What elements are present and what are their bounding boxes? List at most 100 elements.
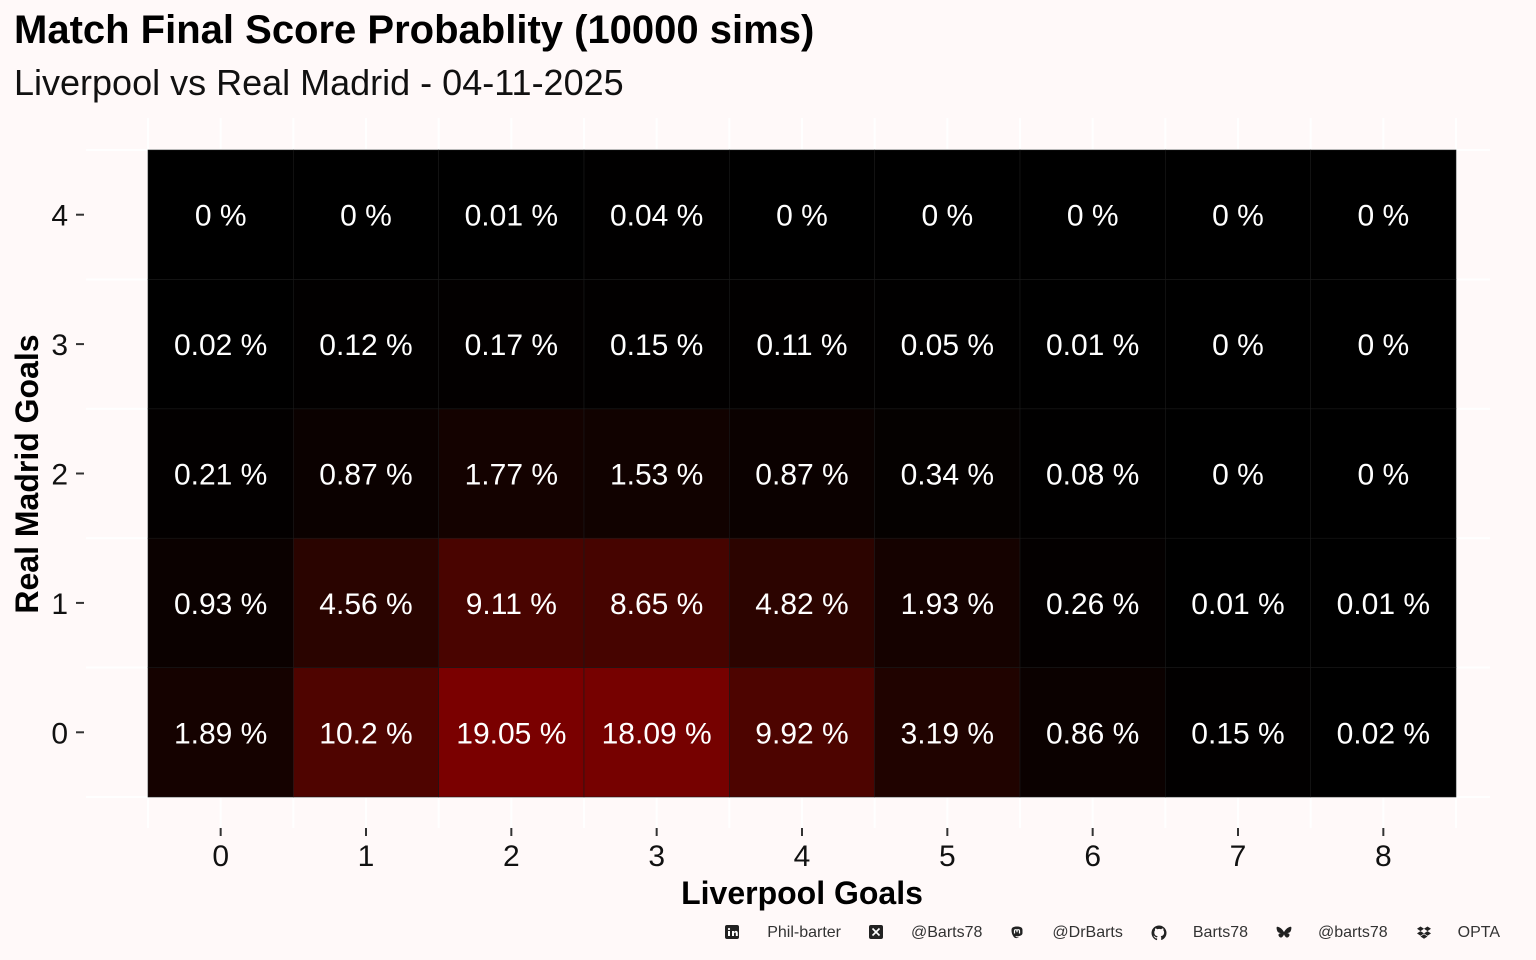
cell-label: 0.02 %: [174, 329, 267, 362]
cell-label: 0 %: [921, 200, 973, 233]
cell-label: 0 %: [1212, 329, 1264, 362]
heatmap-cells: [147, 149, 1457, 798]
cell-label: 0.15 %: [610, 329, 703, 362]
mastodon-icon: [1010, 925, 1026, 941]
cell-label: 0.87 %: [755, 459, 848, 492]
cell-label: 0.01 %: [465, 200, 558, 233]
cell-label: 0.04 %: [610, 200, 703, 233]
cell-label: 18.09 %: [602, 717, 712, 750]
cell-label: 0.12 %: [319, 329, 412, 362]
cell-label: 4.82 %: [755, 588, 848, 621]
heatmap-cell: [438, 408, 585, 539]
heatmap-cell: [729, 149, 875, 280]
heatmap-cell: [1019, 149, 1166, 280]
cell-label: 0.93 %: [174, 588, 267, 621]
cell-label: 0 %: [1357, 200, 1409, 233]
heatmap-cell: [147, 537, 294, 668]
x-twitter-icon: [869, 925, 885, 941]
y-tick-label: 4: [51, 200, 68, 233]
heatmap-cell: [1165, 667, 1311, 798]
cell-label: 8.65 %: [610, 588, 703, 621]
cell-label: 0.17 %: [465, 329, 558, 362]
x-tick-label: 0: [212, 840, 229, 873]
x-tick-label: 7: [1230, 840, 1247, 873]
heatmap-cell: [1019, 537, 1166, 668]
x-axis-title: Liverpool Goals: [681, 875, 923, 911]
footer-item[interactable]: @DrBarts: [1010, 924, 1150, 942]
heatmap-cell: [1310, 667, 1457, 798]
cell-label: 0 %: [1067, 200, 1119, 233]
x-tick-label: 4: [794, 840, 811, 873]
footer-item[interactable]: Barts78: [1151, 924, 1276, 942]
heatmap-cell: [583, 667, 730, 798]
cell-label: 0.01 %: [1046, 329, 1139, 362]
cell-label: 0.21 %: [174, 459, 267, 492]
y-axis-title: Real Madrid Goals: [9, 334, 45, 613]
heatmap-cell: [147, 149, 294, 280]
cell-label: 0 %: [776, 200, 828, 233]
heatmap-cell: [438, 667, 585, 798]
x-tick-label: 1: [358, 840, 375, 873]
cell-label: 9.11 %: [466, 588, 557, 621]
heatmap-cell: [438, 537, 585, 668]
cell-label: 0.08 %: [1046, 459, 1139, 492]
heatmap-cell: [1165, 279, 1311, 410]
cell-label: 0 %: [1357, 459, 1409, 492]
cell-label: 10.2 %: [319, 717, 412, 750]
cell-label: 0.86 %: [1046, 717, 1139, 750]
cell-label: 0 %: [1212, 459, 1264, 492]
footer-credits: Phil-barter @Barts78 @DrBarts Barts78 @b…: [725, 924, 1500, 942]
footer-item[interactable]: @barts78: [1276, 924, 1416, 942]
heatmap-cell: [874, 279, 1021, 410]
cell-label: 0.15 %: [1191, 717, 1284, 750]
heatmap-cell: [583, 149, 730, 280]
y-tick-label: 1: [51, 588, 68, 621]
footer-item[interactable]: OPTA: [1416, 924, 1500, 942]
cell-label: 1.89 %: [174, 717, 267, 750]
chart-title: Match Final Score Probablity (10000 sims…: [14, 8, 815, 52]
x-tick-label: 2: [503, 840, 520, 873]
heatmap-cell: [147, 408, 294, 539]
cell-label: 0.34 %: [901, 459, 994, 492]
cell-labels: 1.89 % 10.2 % 19.05 % 18.09 % 9.92 % 3.19 % 0.…: [174, 200, 1430, 751]
heatmap-cell: [293, 537, 439, 668]
cell-label: 0.26 %: [1046, 588, 1139, 621]
heatmap-cell: [874, 667, 1021, 798]
heatmap-cell: [729, 408, 875, 539]
y-tick-label: 2: [51, 459, 68, 492]
footer-item[interactable]: @Barts78: [869, 924, 1010, 942]
heatmap-cell: [293, 279, 439, 410]
heatmap-cell: [874, 408, 1021, 539]
cell-label: 0 %: [340, 200, 392, 233]
chart-subtitle: Liverpool vs Real Madrid - 04-11-2025: [14, 62, 624, 103]
heatmap-cell: [147, 279, 294, 410]
heatmap-cell: [1310, 408, 1457, 539]
heatmap-cell: [1165, 408, 1311, 539]
footer-label: OPTA: [1457, 924, 1500, 941]
heatmap-cell: [147, 667, 294, 798]
heatmap-cell: [729, 537, 875, 668]
cell-label: 0.87 %: [319, 459, 412, 492]
x-tick-label: 6: [1084, 840, 1101, 873]
heatmap-cell: [874, 537, 1021, 668]
x-tick-label: 8: [1375, 840, 1392, 873]
cell-label: 0 %: [1357, 329, 1409, 362]
cell-label: 9.92 %: [755, 717, 848, 750]
cell-label: 1.93 %: [901, 588, 994, 621]
footer-label: @DrBarts: [1052, 924, 1123, 941]
heatmap-cell: [293, 149, 439, 280]
heatmap-cell: [729, 667, 875, 798]
footer-label: @barts78: [1318, 924, 1388, 941]
cell-label: 0 %: [195, 200, 247, 233]
cell-label: 3.19 %: [901, 717, 994, 750]
y-tick-label: 0: [51, 717, 68, 750]
footer-item[interactable]: Phil-barter: [725, 924, 869, 942]
heatmap-cell: [438, 279, 585, 410]
cell-label: 0.01 %: [1191, 588, 1284, 621]
heatmap-cell: [438, 149, 585, 280]
dropbox-icon: [1416, 925, 1432, 941]
cell-label: 0.01 %: [1337, 588, 1430, 621]
heatmap-cell: [1165, 537, 1311, 668]
